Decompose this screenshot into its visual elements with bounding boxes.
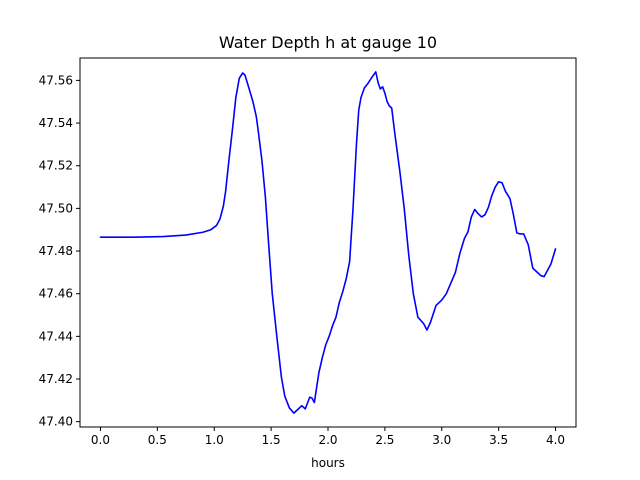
chart-title: Water Depth h at gauge 10 [219,33,437,52]
y-tick-label: 47.56 [39,73,73,87]
x-tick-label: 2.0 [318,433,337,447]
x-axis: 0.0 0.5 1.0 1.5 2.0 2.5 3.0 3.5 4.0 [91,427,565,447]
y-tick-label: 47.48 [39,244,73,258]
x-tick-label: 0.0 [91,433,110,447]
y-tick-label: 47.54 [39,116,73,130]
y-tick-label: 47.42 [39,372,73,386]
y-axis: 47.40 47.42 47.44 47.46 47.48 47.50 47.52 47.54… [39,73,80,429]
y-tick-label: 47.40 [39,415,73,429]
x-axis-label: hours [311,456,345,470]
y-tick-label: 47.50 [39,201,73,215]
x-tick-label: 3.0 [432,433,451,447]
x-tick-label: 0.5 [148,433,167,447]
x-tick-label: 1.5 [262,433,281,447]
x-tick-label: 3.5 [489,433,508,447]
x-tick-label: 1.0 [205,433,224,447]
y-tick-label: 47.52 [39,159,73,173]
plot-area-frame [79,57,577,428]
y-tick-label: 47.44 [39,329,73,343]
water-depth-line [99,71,557,414]
x-tick-label: 4.0 [546,433,565,447]
x-tick-label: 2.5 [375,433,394,447]
y-tick-label: 47.46 [39,287,73,301]
